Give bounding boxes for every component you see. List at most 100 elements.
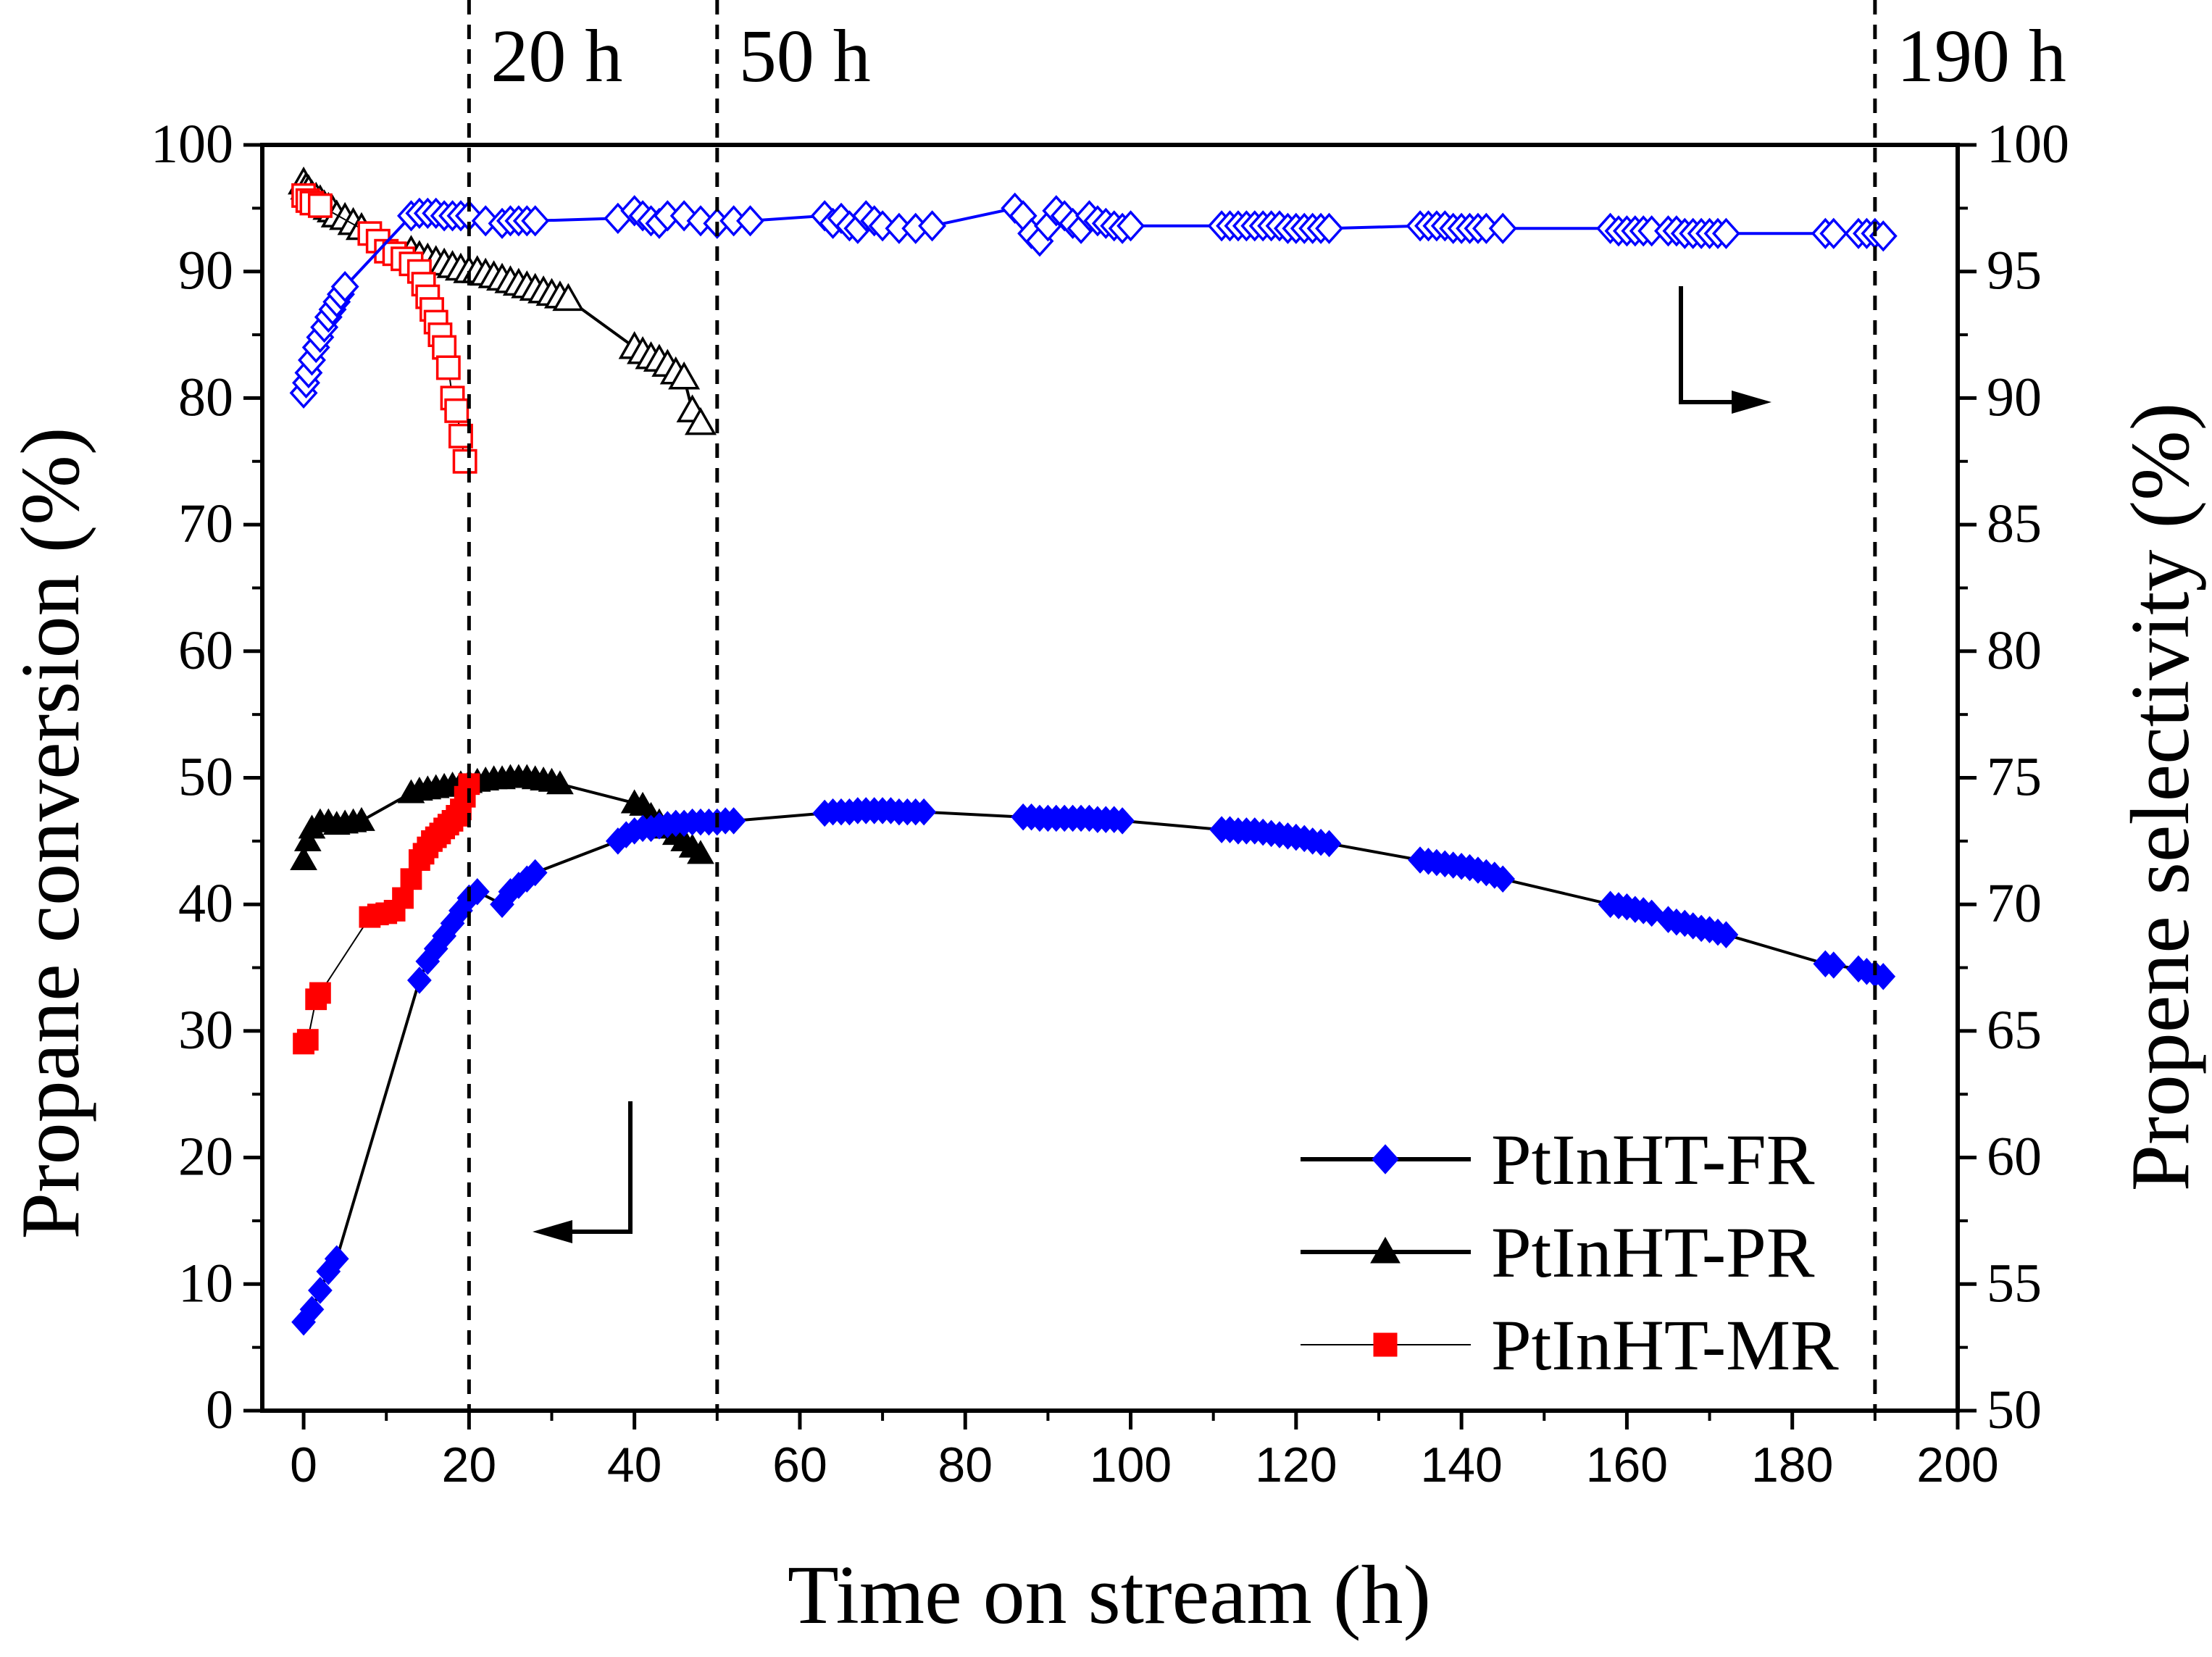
data-point [307,193,333,218]
legend-marker [1373,1332,1398,1357]
y-right-tick-label: 60 [1987,1127,2042,1188]
data-point [452,448,477,474]
data-point [721,807,746,835]
reference-label-190h: 190 h [1897,14,2066,98]
y-left-tick-label: 10 [178,1253,233,1314]
x-tick-label: 100 [1090,1437,1172,1493]
data-point [308,1277,333,1304]
legend: PtInHT-FR PtInHT-PR PtInHT-MR [1301,1119,1839,1385]
y-left-tick-label: 90 [178,241,233,301]
legend-entry: PtInHT-PR [1301,1212,1815,1293]
legend-label: PtInHT-PR [1491,1212,1815,1293]
y-right-tick-label: 100 [1987,114,2069,175]
left-axis-arrow [533,1101,633,1243]
x-tick-label: 80 [938,1437,993,1493]
data-point [1714,921,1739,948]
axis-direction-arrows [533,286,1771,1243]
x-tick-label: 0 [290,1437,317,1493]
x-axis-title: Time on stream (h) [788,1549,1431,1642]
y-right-tick-label: 90 [1987,367,2042,427]
y-left-tick-label: 70 [178,493,233,554]
y-left-tick-label: 0 [206,1380,233,1440]
data-point [296,1029,319,1051]
y-right-tick-label: 80 [1987,620,2042,681]
data-point [684,406,717,435]
y-axis-title-right: Propene selectivity (%) [2114,403,2207,1192]
y-right-tick-label: 65 [1987,1000,2042,1061]
legend-label: PtInHT-FR [1491,1119,1815,1200]
data-point [435,355,461,380]
series-ptinht-fr-conversion [291,797,1896,1336]
data-point [911,798,937,826]
data-point [293,827,322,851]
x-tick-label: 200 [1916,1437,1998,1493]
data-point [1711,217,1740,249]
data-point [1316,830,1342,858]
reference-label-50h: 50 h [739,14,871,98]
data-point [348,806,375,831]
y-right-tick-label: 95 [1987,241,2042,301]
data-point [736,205,764,237]
data-point [471,205,500,237]
legend-marker [1370,1236,1401,1264]
x-tick-label: 180 [1751,1437,1833,1493]
y-left-tick-label: 80 [178,367,233,427]
series-ptinht-pr-conversion [290,764,714,871]
x-tick-label: 160 [1586,1437,1668,1493]
y-axis-title-left: Propane conversion (%) [4,427,97,1240]
axis-titles: Time on stream (h) Propane conversion (%… [4,403,2207,1642]
data-point [918,210,947,242]
data-point [299,1295,325,1323]
data-point [686,205,715,237]
y-right-tick-label: 55 [1987,1253,2042,1314]
data-point [290,846,317,871]
data-point [521,205,550,237]
series-layer [288,166,1898,1336]
data-point [432,335,457,360]
legend-marker [1372,1144,1399,1174]
y-left-tick-label: 100 [151,114,233,175]
y-left-tick-label: 30 [178,1000,233,1061]
data-point [330,271,359,303]
y-right-tick-label: 85 [1987,493,2042,554]
data-point [1117,210,1145,242]
data-point [392,887,414,909]
legend-entry: PtInHT-MR [1301,1305,1839,1385]
reference-lines [467,0,1877,1411]
data-point [552,283,585,312]
x-tick-label: 120 [1255,1437,1337,1493]
data-point [1821,951,1846,979]
series-ptinht-mr-conversion [293,773,480,1055]
data-point [444,398,469,423]
legend-label: PtInHT-MR [1491,1305,1839,1385]
right-axis-arrow [1679,286,1771,414]
data-point [309,982,331,1004]
x-tick-label: 60 [772,1437,827,1493]
x-tick-label: 140 [1420,1437,1502,1493]
data-point [1488,212,1517,244]
y-right-tick-label: 70 [1987,873,2042,934]
reference-labels: 20 h 50 h 190 h [491,14,2066,98]
series-ptinht-fr-selectivity [289,192,1898,409]
data-point [1819,217,1848,249]
y-right-tick-label: 50 [1987,1380,2042,1440]
data-point [407,967,432,994]
data-point [668,361,701,390]
axes: 0 20 40 60 80 100 120 140 160 180 200 0 10 20 30 40 50 60… [151,114,2069,1493]
data-point [1490,865,1516,893]
data-point [324,1245,349,1273]
legend-entry: PtInHT-FR [1301,1119,1815,1200]
data-point [687,840,714,864]
data-point [868,210,897,242]
x-tick-label: 20 [442,1437,497,1493]
data-point [522,859,548,887]
data-point [546,770,574,795]
y-left-tick-label: 60 [178,620,233,681]
data-point [400,868,422,890]
data-point [1110,807,1135,835]
y-left-tick-label: 50 [178,747,233,808]
series-ptinht-mr-selectivity [291,183,477,474]
y-left-tick-label: 20 [178,1127,233,1188]
reference-label-20h: 20 h [491,14,622,98]
